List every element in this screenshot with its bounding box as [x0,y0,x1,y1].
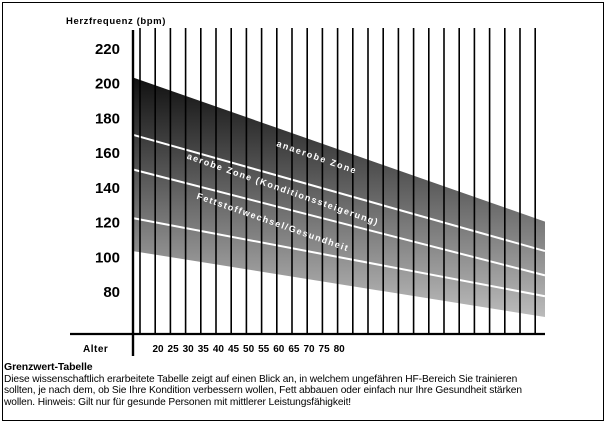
zone-boundary-line [132,133,546,253]
vertical-grid [139,28,537,334]
caption-body: Diese wissenschaftlich erarbeitete Tabel… [4,373,522,408]
y-tick-label: 140 [95,180,120,197]
x-tick-label: 80 [334,344,346,355]
y-tick-label: 180 [95,110,120,127]
x-tick-label: 55 [258,344,270,355]
x-tick-label: 60 [273,344,285,355]
x-tick-label: 50 [243,344,255,355]
x-tick-label: 75 [319,344,331,355]
x-axis-label: Alter [83,344,108,355]
caption-title: Grenzwert-Tabelle [4,361,93,373]
x-tick-label: 45 [228,344,240,355]
x-tick-label: 70 [303,344,315,355]
caption: Grenzwert-Tabelle Diese wissenschaftlich… [4,361,604,408]
zone-band [133,77,545,318]
y-tick-label: 220 [95,41,120,58]
y-tick-label: 120 [95,215,120,232]
x-tick-label: 30 [183,344,195,355]
y-tick-label: 80 [103,284,120,301]
zone-boundary-line [132,168,546,277]
y-tick-label: 200 [95,76,120,93]
x-tick-label: 40 [213,344,225,355]
chart-frame [2,2,604,421]
x-tick-label: 35 [198,344,210,355]
y-axis-label: Herzfrequenz (bpm) [66,16,166,27]
y-tick-label: 100 [95,249,120,266]
x-tick-label: 25 [168,344,180,355]
y-tick-label: 160 [95,145,120,162]
x-tick-label: 20 [152,344,164,355]
zone-boundary-line [132,217,546,298]
x-tick-label: 65 [288,344,300,355]
